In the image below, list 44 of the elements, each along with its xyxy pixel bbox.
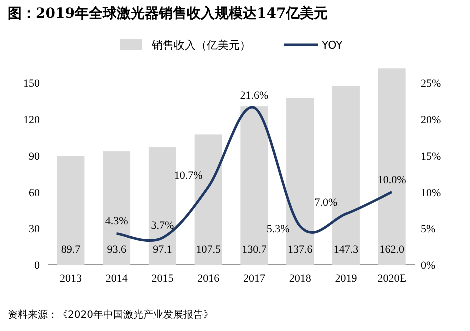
- bar: [148, 147, 176, 265]
- data-label: 10.7%: [174, 170, 203, 182]
- chart-title: 图：2019年全球激光器销售收入规模达147亿美元: [8, 5, 328, 22]
- legend-label: 销售收入（亿美元）: [151, 39, 251, 52]
- legend-label: YOY: [321, 39, 344, 52]
- data-label: 10.0%: [378, 174, 406, 186]
- y2-tick-label: 15%: [421, 150, 442, 163]
- data-label: 4.3%: [105, 216, 128, 228]
- x-tick-label: 2018: [289, 273, 312, 285]
- data-label: 147.3: [334, 244, 360, 256]
- x-tick-label: 2014: [106, 273, 128, 285]
- y2-tick-label: 25%: [421, 78, 442, 90]
- bar: [240, 106, 268, 265]
- bar: [57, 156, 85, 265]
- y-tick-label: 0: [34, 260, 40, 272]
- bar: [378, 68, 406, 265]
- x-tick-label: 2015: [152, 273, 174, 285]
- data-label: 93.6: [107, 244, 127, 256]
- y2-tick-label: 5%: [421, 224, 436, 236]
- x-tick-label: 2016: [198, 273, 220, 285]
- y-tick-label: 150: [24, 78, 40, 90]
- bar: [103, 152, 131, 265]
- data-label: 107.5: [196, 244, 222, 256]
- data-label: 137.6: [288, 244, 314, 256]
- data-label: 3.7%: [151, 220, 174, 232]
- x-tick-label: 2013: [60, 273, 82, 285]
- data-label: 130.7: [242, 244, 268, 256]
- y-tick-label: 30: [29, 224, 40, 236]
- y2-tick-label: 20%: [421, 114, 442, 127]
- data-label: 5.3%: [266, 223, 290, 236]
- text: 资料来源：《2020年中国激光产业发展报告》: [8, 309, 214, 321]
- x-tick-label: 2019: [335, 273, 358, 285]
- y2-tick-label: 0%: [421, 260, 436, 272]
- x-tick-label: 2017: [243, 273, 266, 285]
- y-tick-label: 90: [29, 150, 40, 163]
- y-tick-label: 60: [29, 187, 40, 200]
- data-label: 89.7: [61, 244, 82, 256]
- data-label: 97.1: [153, 244, 172, 256]
- y2-tick-label: 10%: [421, 187, 442, 200]
- data-label: 21.6%: [240, 90, 269, 102]
- y-tick-label: 120: [24, 114, 40, 127]
- x-tick-label: 2020E: [378, 273, 407, 285]
- data-label: 7.0%: [314, 197, 338, 210]
- data-label: 162.0: [380, 244, 405, 256]
